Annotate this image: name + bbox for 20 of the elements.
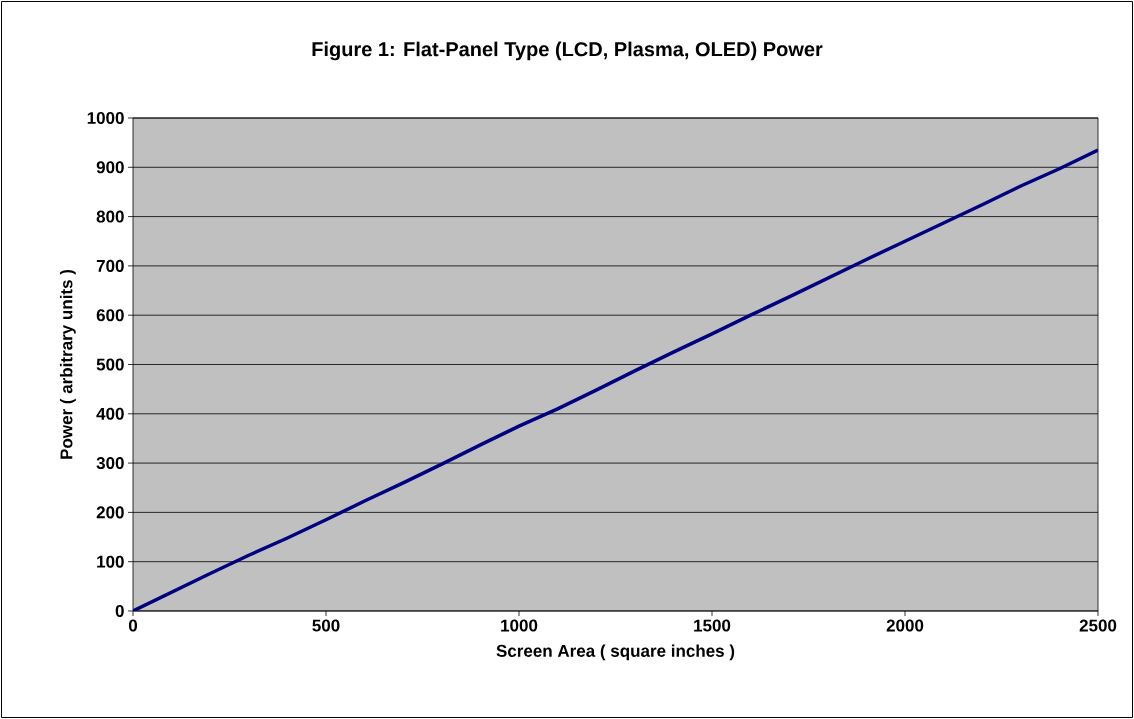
y-tick-label: 900 (96, 161, 124, 174)
y-tick-label: 600 (96, 309, 124, 322)
y-tick-label: 400 (96, 407, 124, 420)
y-axis-title: Power ( arbitrary units ) (59, 269, 76, 459)
y-tick-label: 200 (96, 506, 124, 519)
y-tick-label: 700 (96, 259, 124, 272)
x-tick-label: 500 (312, 619, 340, 632)
y-tick-label: 0 (115, 604, 124, 618)
x-tick-label: 1000 (501, 619, 538, 632)
y-tick-label: 800 (96, 210, 124, 223)
y-tick-label: 300 (96, 457, 124, 470)
chart-title: Figure 1: Flat-Panel Type (LCD, Plasma, OLED) Power (312, 41, 823, 61)
x-tick-label: 2000 (886, 619, 924, 632)
y-tick-label: 100 (97, 555, 124, 568)
y-tick-label: 1000 (87, 111, 124, 125)
x-tick-label: 0 (128, 619, 138, 632)
x-tick-label: 2500 (1079, 619, 1117, 632)
y-tick-label: 500 (96, 358, 124, 371)
x-axis-title: Screen Area ( square inches ) (496, 644, 735, 661)
x-tick-label: 1500 (694, 619, 731, 632)
